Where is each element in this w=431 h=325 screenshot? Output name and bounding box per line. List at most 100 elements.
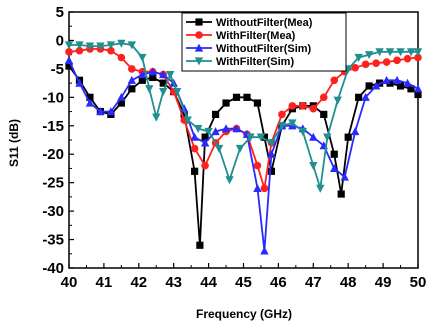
series-4-point bbox=[85, 42, 95, 51]
series-4-point bbox=[354, 53, 363, 62]
series-4-point bbox=[298, 127, 308, 136]
series-3-point bbox=[371, 81, 381, 90]
legend-label-4: WithFilter(Sim) bbox=[216, 56, 294, 68]
legend-label-2: WithFilter(Mea) bbox=[216, 30, 296, 42]
series-1-point bbox=[128, 85, 136, 93]
series-4-point bbox=[117, 39, 126, 48]
series-3-point bbox=[267, 149, 276, 158]
series-4-point bbox=[75, 41, 84, 50]
series-4-point bbox=[235, 144, 245, 153]
series-3-point bbox=[106, 107, 116, 116]
series-3-point bbox=[148, 67, 157, 76]
series-2-point bbox=[382, 58, 391, 66]
series-2-point bbox=[351, 63, 359, 72]
series-3-point bbox=[75, 78, 84, 87]
series-4-point bbox=[375, 48, 384, 57]
series-1-point bbox=[355, 93, 363, 101]
series-4-point bbox=[152, 113, 161, 122]
series-1-point bbox=[191, 167, 199, 175]
series-1-point bbox=[117, 99, 125, 107]
series-4-point bbox=[277, 122, 287, 131]
series-3-point bbox=[138, 70, 147, 79]
series-4-point bbox=[225, 176, 234, 185]
y-tick-label: -20 bbox=[42, 146, 64, 163]
series-2-point bbox=[107, 46, 115, 55]
series-1-point bbox=[196, 241, 204, 249]
series-1-point bbox=[365, 82, 373, 90]
series-3-point bbox=[253, 183, 262, 192]
legend-marker-1 bbox=[195, 18, 203, 26]
series-2-point bbox=[75, 46, 84, 55]
series-2-point bbox=[260, 184, 269, 193]
series-1-point bbox=[320, 110, 328, 118]
series-1-point bbox=[243, 93, 251, 101]
series-3-point bbox=[96, 107, 105, 116]
series-2-point bbox=[117, 53, 126, 62]
series-3-point bbox=[392, 75, 402, 84]
x-tick-label: 50 bbox=[410, 274, 427, 291]
series-2-point bbox=[190, 144, 199, 153]
series-4-point bbox=[64, 41, 74, 50]
y-tick-label: -30 bbox=[42, 203, 64, 220]
series-3-point bbox=[159, 70, 168, 79]
series-1-point bbox=[222, 99, 230, 107]
series-3-point bbox=[403, 78, 412, 87]
series-4-point bbox=[193, 125, 203, 134]
series-2-point bbox=[288, 102, 297, 110]
series-2-point bbox=[253, 161, 262, 170]
series-4-point bbox=[364, 51, 374, 60]
x-tick-label: 40 bbox=[61, 274, 78, 291]
series-4-point bbox=[106, 41, 116, 50]
series-2-point bbox=[403, 54, 412, 63]
series-2-point bbox=[361, 60, 370, 69]
series-2-point bbox=[65, 48, 73, 56]
x-tick-label: 46 bbox=[270, 274, 287, 291]
x-tick-label: 48 bbox=[340, 274, 357, 291]
series-2-point bbox=[319, 93, 328, 102]
legend-marker-2 bbox=[195, 31, 203, 39]
series-4-point bbox=[309, 162, 318, 170]
series-4-point bbox=[385, 48, 395, 57]
legend-label-1: WithoutFilter(Mea) bbox=[216, 17, 313, 29]
series-4-point bbox=[183, 116, 192, 125]
series-3-point bbox=[232, 124, 241, 133]
x-tick-label: 44 bbox=[200, 274, 217, 291]
series-1-point bbox=[414, 90, 422, 99]
series-1-point bbox=[159, 79, 167, 87]
series-2-point bbox=[128, 65, 136, 73]
series-3-point bbox=[127, 75, 137, 84]
series-1-point bbox=[267, 167, 276, 175]
legend-marker-4 bbox=[194, 57, 204, 66]
y-tick-label: 0 bbox=[56, 32, 64, 49]
series-1-point bbox=[337, 190, 345, 198]
series-1-point bbox=[86, 93, 94, 101]
series-4-point bbox=[316, 184, 325, 193]
series-4-point bbox=[214, 144, 224, 153]
series-1-point bbox=[201, 133, 209, 141]
series-4-point bbox=[127, 41, 137, 50]
y-tick-label: -5 bbox=[51, 61, 64, 78]
series-4-point bbox=[96, 42, 105, 51]
series-4-point bbox=[172, 88, 182, 97]
series-1-point bbox=[344, 133, 352, 141]
series-3-point bbox=[85, 98, 95, 107]
series-3-point bbox=[221, 124, 231, 133]
series-4-point bbox=[145, 85, 154, 94]
series-3-point bbox=[117, 92, 126, 101]
series-line-1 bbox=[68, 65, 419, 247]
x-tick-label: 45 bbox=[235, 274, 252, 291]
series-1-point bbox=[138, 76, 146, 84]
series-2-point bbox=[330, 76, 339, 85]
y-tick-label: -15 bbox=[42, 118, 64, 135]
series-2-point bbox=[309, 104, 318, 113]
series-3-point bbox=[211, 127, 220, 136]
y-tick-label: -10 bbox=[42, 89, 64, 106]
legend-label-3: WithoutFilter(Sim) bbox=[216, 43, 312, 55]
x-axis-label: Frequency (GHz) bbox=[196, 307, 292, 321]
y-axis-label: S11 (dB) bbox=[7, 119, 21, 167]
y-tick-label: -35 bbox=[42, 232, 64, 249]
series-1-point bbox=[260, 133, 269, 141]
series-1-point bbox=[180, 110, 188, 118]
series-1-point bbox=[211, 110, 220, 118]
